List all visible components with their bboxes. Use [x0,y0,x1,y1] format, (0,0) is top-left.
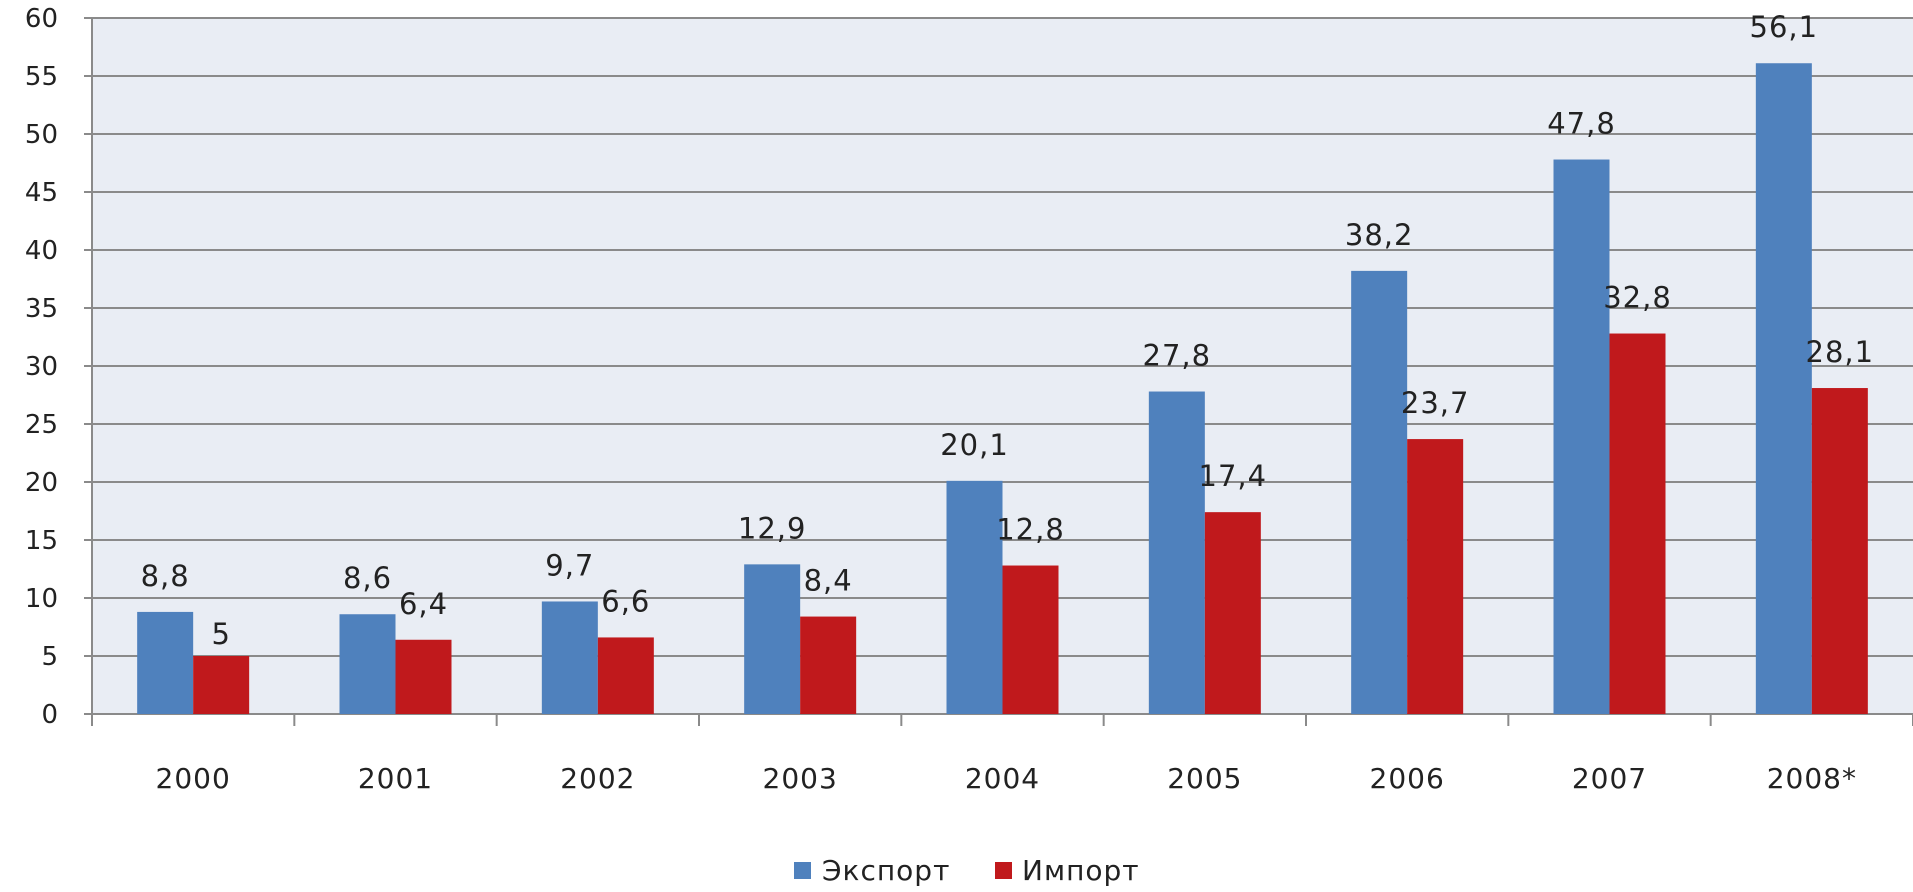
y-tick-label: 50 [25,120,58,150]
data-label: 47,8 [1547,107,1616,141]
legend-label-export: Экспорт [822,854,950,887]
y-tick-label: 45 [25,178,58,208]
y-tick-label: 15 [25,526,58,556]
bar-export [339,614,396,714]
x-tick-label: 2000 [156,762,231,795]
data-label: 23,7 [1401,386,1470,420]
bar-import [193,656,250,714]
data-label: 8,8 [141,559,190,593]
bar-import [395,639,452,714]
bar-export [541,601,598,714]
y-tick-label: 40 [25,236,58,266]
y-tick-label: 55 [25,62,58,92]
data-label: 17,4 [1199,459,1268,493]
y-tick-label: 20 [25,468,58,498]
bar-import [1609,333,1666,714]
bar-import [1002,565,1059,714]
data-label: 12,9 [738,511,807,545]
legend: Экспорт Импорт [794,854,1140,887]
bar-export [137,611,194,714]
legend-swatch-export [794,862,811,879]
bar-import [597,637,654,714]
x-tick-label: 2007 [1572,762,1647,795]
data-label: 6,6 [601,584,650,618]
data-label: 5 [211,617,230,651]
data-labels: 8,8 8,6 9,7 12,9 20,1 27,8 38,2 47,8 56,1 5 6,4 6,6… [141,10,1875,651]
y-tick-label: 35 [25,294,58,324]
x-tick-label: 2002 [560,762,635,795]
bar-import [1204,512,1261,714]
data-label: 38,2 [1345,218,1414,252]
x-tick-label: 2003 [763,762,838,795]
x-tick-label: 2006 [1370,762,1445,795]
y-tick-label: 10 [25,584,58,614]
legend-swatch-import [995,862,1012,879]
data-label: 9,7 [545,548,594,582]
data-label: 32,8 [1603,281,1672,315]
x-axis: 2000 2001 2002 2003 2004 2005 2006 2007 2008* [91,713,1913,795]
data-label: 6,4 [399,587,448,621]
y-tick-label: 30 [25,352,58,382]
legend-label-import: Импорт [1022,854,1140,887]
y-tick-label: 0 [41,700,58,730]
x-tick-label: 2005 [1167,762,1242,795]
bar-import [800,616,857,714]
data-label: 12,8 [996,513,1065,547]
bar-export [1553,159,1610,714]
x-tick-label: 2008* [1767,762,1857,795]
bars [137,63,1868,715]
data-label: 28,1 [1806,335,1875,369]
data-label: 8,6 [343,561,392,595]
data-label: 27,8 [1143,339,1212,373]
data-label: 8,4 [804,564,853,598]
bar-export [744,564,801,714]
data-label: 20,1 [940,428,1009,462]
bar-export [946,480,1003,714]
y-tick-label: 25 [25,410,58,440]
bar-import [1811,388,1868,714]
bar-import [1407,439,1464,714]
y-axis: 0 5 10 15 20 25 30 35 40 45 50 55 60 [25,4,93,730]
y-tick-label: 60 [25,4,58,34]
bar-export [1351,270,1408,714]
x-tick-label: 2001 [358,762,433,795]
bar-export [1148,391,1205,714]
bar-export [1755,63,1812,715]
data-label: 56,1 [1750,10,1819,44]
x-tick-label: 2004 [965,762,1040,795]
y-tick-label: 5 [41,642,58,672]
